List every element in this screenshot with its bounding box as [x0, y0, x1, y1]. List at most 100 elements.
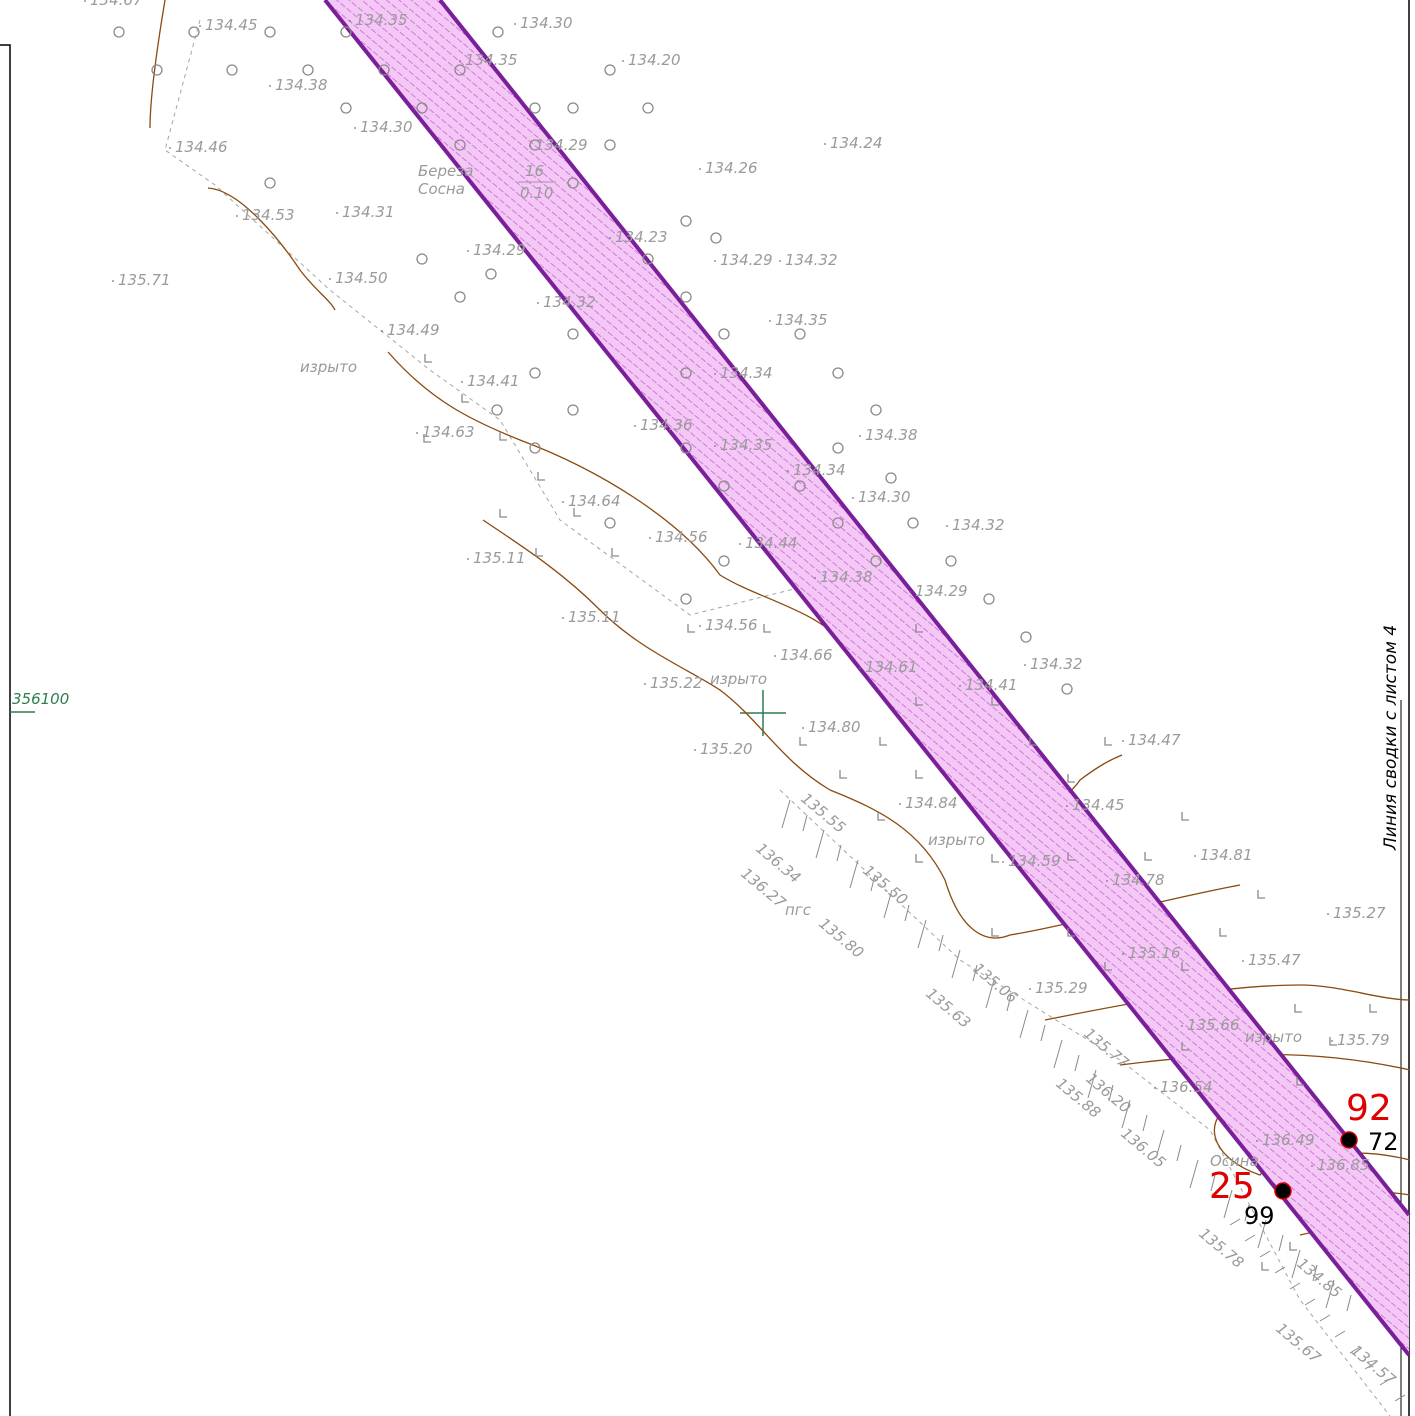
elevation: 134.67 — [90, 0, 143, 9]
deciduous-symbol — [151, 64, 163, 76]
deciduous-symbol — [680, 593, 692, 605]
spot-dot — [459, 60, 461, 62]
elevation: 135.11 — [568, 608, 621, 626]
spot-dot — [169, 147, 171, 149]
spot-dot — [946, 525, 948, 527]
elevation: 135.71 — [118, 271, 171, 289]
deciduous-symbol — [264, 177, 276, 189]
slope-hatch — [972, 964, 978, 982]
elevation: 134.61 — [865, 658, 918, 676]
elevation: 134.23 — [615, 228, 668, 246]
deciduous-symbol — [718, 555, 730, 567]
elevation: 135.16 — [1128, 944, 1181, 962]
spot-dot — [1029, 988, 1031, 990]
meadow-symbol — [1289, 1242, 1297, 1251]
deciduous-symbol — [832, 517, 844, 529]
elevation: 134.56 — [705, 616, 758, 634]
meadow-symbol — [1067, 852, 1075, 861]
spot-dot — [1122, 953, 1124, 955]
deciduous-symbol — [604, 64, 616, 76]
deciduous-symbol — [454, 64, 466, 76]
spot-dot — [416, 432, 418, 434]
elevation: 134.30 — [858, 488, 911, 506]
vegetation-symbols — [113, 26, 1377, 1271]
spot-dot — [802, 727, 804, 729]
spot-dot — [1256, 1140, 1258, 1142]
meadow-symbol — [461, 394, 469, 403]
meadow-symbol — [1329, 1037, 1337, 1046]
elevation: 134.38 — [275, 76, 328, 94]
deciduous-symbol — [680, 215, 692, 227]
elevation: 135.79 — [1337, 1031, 1390, 1049]
corridor-edge — [323, 0, 1411, 1357]
grid-cross — [740, 690, 786, 736]
slope-hatch — [1346, 1294, 1352, 1312]
deciduous-symbol — [680, 442, 692, 454]
spot-dot — [562, 617, 564, 619]
slope-hatch — [781, 799, 791, 829]
slope-hatch — [1394, 1394, 1406, 1402]
elevation: 134.47 — [1128, 731, 1181, 749]
meadow-symbol — [687, 624, 695, 633]
meadow-symbol — [991, 697, 999, 706]
spot-dot — [694, 749, 696, 751]
slope-hatch — [985, 979, 995, 1009]
deciduous-symbol — [832, 442, 844, 454]
slope-hatch — [1229, 1218, 1241, 1226]
meadow-symbol — [1104, 737, 1112, 746]
meadow-symbol — [1144, 852, 1152, 861]
spot-dot — [859, 435, 861, 437]
deciduous-symbol — [485, 268, 497, 280]
slope-hatch — [1006, 994, 1012, 1012]
deciduous-symbol — [529, 442, 541, 454]
spot-dot — [1331, 1040, 1333, 1042]
spot-dot — [112, 280, 114, 282]
elevation: 134.53 — [242, 206, 295, 224]
elevation: 134.35 — [775, 311, 828, 329]
deciduous-symbol — [529, 139, 541, 151]
slope-hatch — [1325, 1279, 1335, 1309]
spot-dot — [859, 667, 861, 669]
meadow-symbol — [1219, 928, 1227, 937]
slope-hatch — [1074, 1054, 1080, 1072]
deciduous-symbol — [567, 404, 579, 416]
slope-hatch — [1304, 1298, 1316, 1306]
slope-hatch — [1142, 1114, 1148, 1132]
slope-hatch — [1244, 1234, 1256, 1242]
elevation: 134.44 — [745, 534, 798, 552]
slope-hatch — [904, 904, 910, 922]
slope-hatch — [1278, 1234, 1284, 1252]
meadow-symbol — [1296, 1077, 1304, 1086]
deciduous-symbol — [416, 253, 428, 265]
spot-dot — [1327, 913, 1329, 915]
spot-dot — [467, 250, 469, 252]
note: Осина — [1210, 1152, 1259, 1170]
elevation: 134.46 — [175, 138, 228, 156]
spot-dot — [1122, 740, 1124, 742]
spot-dot — [562, 501, 564, 503]
elevation: 134.38 — [820, 568, 873, 586]
elevation: 134.32 — [543, 293, 596, 311]
elevation: 135.11 — [473, 549, 526, 567]
slope-hatch — [1274, 1266, 1286, 1274]
elevation: 134.38 — [865, 426, 918, 444]
meadow-symbol — [611, 548, 619, 557]
spot-dot — [644, 683, 646, 685]
elevation: 134.35 — [465, 51, 518, 69]
elevation: 134.63 — [422, 423, 475, 441]
deciduous-symbol — [680, 291, 692, 303]
meadow-symbol — [915, 770, 923, 779]
meadow-symbol — [1369, 1004, 1377, 1013]
slope-hatch — [1289, 1282, 1301, 1290]
slope-hatch — [1223, 1189, 1233, 1219]
deciduous-symbol — [642, 253, 654, 265]
elevation: 135.27 — [1333, 904, 1386, 922]
deciduous-symbol — [718, 328, 730, 340]
tree-size: 0.10 — [520, 184, 553, 202]
elevation: 134.29 — [915, 582, 968, 600]
elevation: 134.41 — [965, 676, 1018, 694]
spot-dot — [354, 127, 356, 129]
point-id: 72 — [1368, 1128, 1399, 1156]
meadow-symbol — [1029, 737, 1037, 746]
